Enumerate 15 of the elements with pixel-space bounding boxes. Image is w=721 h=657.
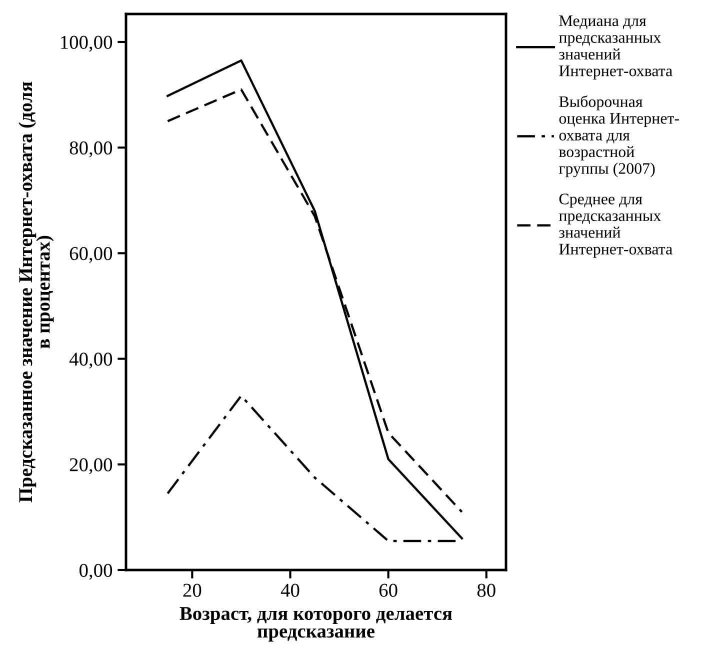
- legend-label: Медиана для предсказанных значений Интернет-охвата: [559, 16, 672, 80]
- x-tick-label: 40: [280, 584, 300, 597]
- y-tick-label: 0,00: [80, 564, 112, 580]
- y-tick-label: 40,00: [69, 352, 112, 369]
- x-tick-label: 20: [183, 584, 202, 597]
- y-axis-title: Предсказанное значение Интернет-охвата (доля в процентах): [18, 82, 54, 502]
- y-tick-label: 20,00: [70, 458, 112, 474]
- y-tick-label: 100,00: [61, 36, 112, 52]
- x-axis-title: Возраст, для которого делается предсказание: [180, 607, 452, 642]
- x-tick-label: 60: [379, 584, 398, 597]
- y-tick-label: 60,00: [70, 247, 112, 263]
- x-tick-label: 80: [477, 584, 496, 597]
- legend-label: Выборочная оценка Интернет- охвата для возрастной группы (2007): [559, 95, 679, 178]
- y-tick-label: 80,00: [70, 141, 112, 158]
- legend-label: Среднее для предсказанных значений Интернет-охвата: [559, 194, 672, 258]
